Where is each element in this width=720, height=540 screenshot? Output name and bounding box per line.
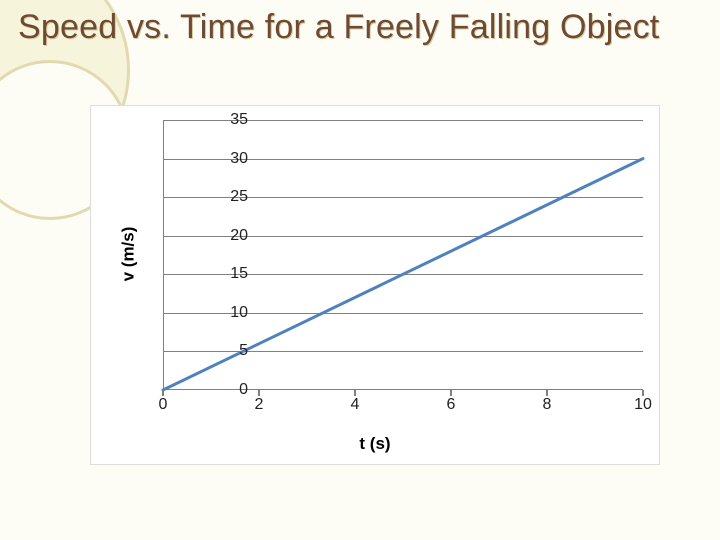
x-axis-label: t (s) bbox=[359, 434, 390, 454]
slide-title: Speed vs. Time for a Freely Falling Obje… bbox=[0, 0, 720, 47]
x-tick-label: 0 bbox=[159, 396, 168, 414]
x-tick-mark bbox=[450, 390, 452, 396]
x-tick-label: 8 bbox=[543, 396, 552, 414]
x-tick-label: 10 bbox=[634, 396, 652, 414]
x-tick-mark bbox=[162, 390, 164, 396]
y-tick-label: 5 bbox=[218, 342, 248, 360]
y-tick-label: 35 bbox=[218, 111, 248, 129]
y-tick-label: 20 bbox=[218, 227, 248, 245]
y-tick-label: 30 bbox=[218, 150, 248, 168]
x-tick-label: 2 bbox=[255, 396, 264, 414]
y-tick-label: 0 bbox=[218, 381, 248, 399]
x-tick-label: 6 bbox=[447, 396, 456, 414]
x-tick-mark bbox=[354, 390, 356, 396]
x-tick-mark bbox=[546, 390, 548, 396]
y-tick-label: 15 bbox=[218, 265, 248, 283]
x-tick-label: 4 bbox=[351, 396, 360, 414]
chart-container: v (m/s) t (s) 051015202530350246810 bbox=[90, 105, 660, 465]
y-axis-label: v (m/s) bbox=[118, 227, 138, 282]
x-tick-mark bbox=[642, 390, 644, 396]
y-tick-label: 25 bbox=[218, 188, 248, 206]
y-tick-label: 10 bbox=[218, 304, 248, 322]
x-tick-mark bbox=[258, 390, 260, 396]
